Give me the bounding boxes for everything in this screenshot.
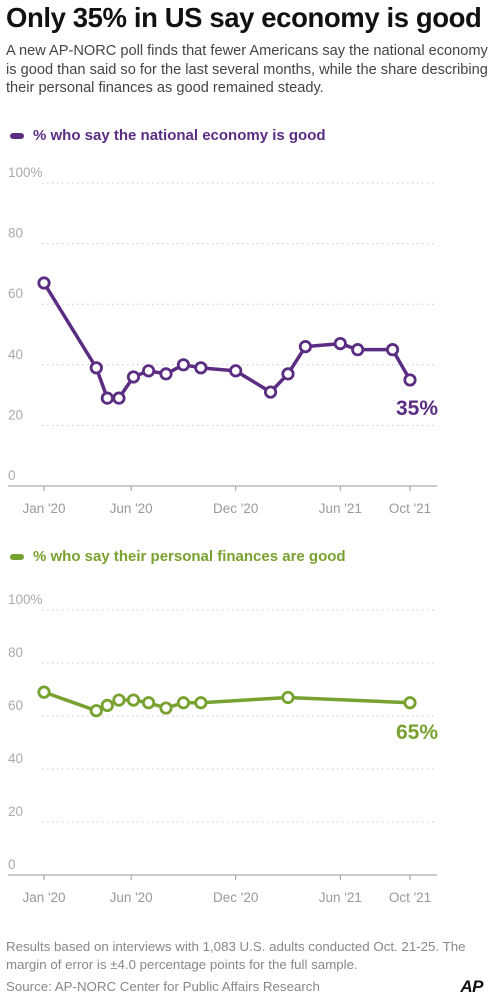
y-tick-label: 100%	[8, 165, 43, 180]
source-note: Source: AP-NORC Center for Public Affair…	[6, 979, 320, 994]
series-line	[42, 281, 412, 400]
x-tick-label: Dec '20	[213, 501, 258, 516]
y-tick-label: 80	[8, 226, 23, 241]
data-point	[89, 704, 103, 718]
data-point	[263, 385, 278, 399]
chart-title: Only 35% in US say economy is good	[6, 2, 482, 33]
data-point	[37, 276, 51, 290]
data-point	[351, 343, 365, 357]
y-tick-label: 0	[8, 857, 16, 872]
data-point	[385, 343, 400, 357]
y-tick-label: 100%	[8, 592, 43, 607]
data-point	[100, 698, 114, 713]
y-tick-label: 40	[8, 347, 23, 362]
x-tick-label: Jun '20	[110, 890, 153, 905]
data-point	[126, 693, 141, 707]
x-tick-label: Dec '20	[213, 890, 258, 905]
data-point	[281, 690, 295, 705]
data-point	[37, 685, 51, 699]
x-tick-label: Jun '20	[110, 501, 153, 516]
y-tick-label: 40	[8, 751, 23, 766]
data-point	[194, 361, 208, 375]
data-point	[298, 340, 313, 354]
data-point	[333, 336, 347, 351]
chart-subtitle: A new AP-NORC poll finds that fewer Amer…	[6, 43, 488, 96]
x-tick-label: Jan '20	[22, 890, 65, 905]
y-tick-label: 80	[8, 645, 23, 660]
data-point	[194, 696, 208, 710]
data-point	[229, 364, 243, 378]
x-tick-label: Oct '21	[389, 890, 431, 905]
data-point	[159, 367, 173, 381]
x-tick-label: Oct '21	[389, 501, 431, 516]
national-economy-chart: 0 20 40 60 80 100% Jan '20 Jun '20 Dec '20 Jun '2…	[8, 165, 438, 516]
y-tick-label: 20	[8, 407, 23, 422]
y-tick-label: 0	[8, 468, 16, 483]
data-point	[112, 693, 126, 707]
data-point	[141, 696, 156, 710]
x-tick-label: Jan '20	[22, 501, 65, 516]
legend-personal-finances: % who say their personal finances are go…	[10, 548, 346, 565]
data-point	[100, 391, 114, 405]
end-value-label: 35%	[396, 397, 438, 420]
y-tick-label: 60	[8, 698, 23, 713]
data-point	[89, 361, 103, 375]
legend-swatch-purple	[10, 132, 24, 139]
legend-swatch-green	[10, 553, 24, 560]
end-value-label: 65%	[396, 721, 438, 744]
data-point	[281, 367, 295, 381]
personal-finances-chart: 0 20 40 60 80 100% Jan '20 Jun '20 Dec '20 Jun '2…	[8, 592, 438, 905]
legend-label: % who say their personal finances are go…	[33, 548, 346, 565]
data-point	[403, 373, 417, 387]
data-point	[112, 391, 126, 405]
data-point	[126, 370, 141, 384]
data-point	[159, 701, 173, 715]
legend-label: % who say the national economy is good	[33, 127, 326, 144]
data-point	[141, 364, 156, 378]
ap-logo: AP	[460, 977, 483, 996]
data-point	[176, 696, 191, 710]
x-tick-label: Jun '21	[319, 890, 362, 905]
legend-national-economy: % who say the national economy is good	[10, 127, 326, 144]
y-tick-label: 60	[8, 286, 23, 301]
data-point	[403, 696, 417, 710]
footnote: Results based on interviews with 1,083 U…	[6, 939, 466, 972]
x-tick-label: Jun '21	[319, 501, 362, 516]
data-point	[176, 358, 191, 372]
y-tick-label: 20	[8, 804, 23, 819]
